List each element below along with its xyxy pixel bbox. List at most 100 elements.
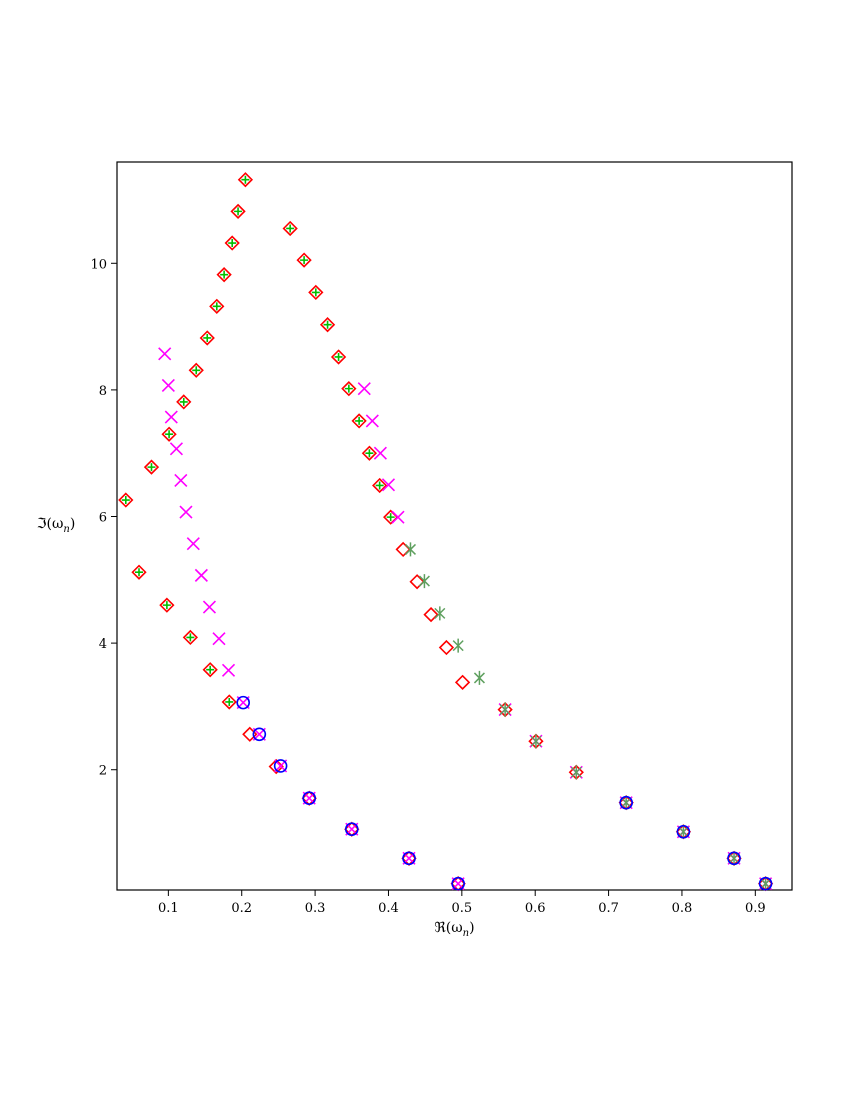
point-diamond: [330, 349, 347, 365]
series-circle: [236, 695, 773, 891]
point-cross: [357, 382, 371, 396]
x-axis-label-main: ℜ(ω: [434, 920, 462, 936]
point-diamond: [268, 758, 284, 775]
point-diamond: [224, 235, 240, 251]
point-cross: [194, 568, 208, 582]
point-star: [452, 638, 464, 653]
point-plus: [179, 397, 188, 406]
point-plus: [135, 568, 144, 577]
point-star: [677, 824, 689, 839]
y-axis-label-close: ): [70, 516, 75, 532]
x-tick-label: 0.3: [305, 901, 326, 916]
point-circle: [727, 851, 741, 866]
point-plus: [206, 665, 215, 674]
point-plus: [162, 601, 171, 610]
point-circle: [619, 795, 633, 810]
plot-frame: [116, 161, 793, 891]
point-diamond: [209, 298, 225, 314]
series-cross: [158, 347, 773, 891]
data-points: [118, 172, 774, 892]
point-diamond: [372, 477, 388, 494]
point-diamond: [341, 380, 357, 397]
point-diamond: [230, 203, 246, 220]
point-star: [760, 876, 772, 891]
point-cross: [161, 378, 175, 393]
point-plus: [147, 463, 156, 472]
point-circle: [302, 791, 317, 806]
x-tick-label: 0.8: [672, 901, 693, 916]
point-diamond: [454, 674, 471, 690]
point-diamond: [202, 662, 218, 678]
point-circle: [676, 824, 691, 839]
point-cross: [179, 505, 193, 519]
point-diamond: [188, 362, 204, 378]
x-axis-label: ℜ(ωn): [434, 920, 474, 939]
point-circle: [236, 695, 250, 710]
point-plus: [334, 352, 343, 361]
point-plus: [228, 239, 237, 248]
point-cross: [381, 478, 396, 492]
point-plus: [212, 302, 221, 311]
point-star: [620, 795, 632, 810]
point-diamond: [361, 445, 378, 461]
y-tick-label: 4: [99, 637, 107, 652]
point-diamond: [282, 220, 298, 237]
point-cross: [164, 410, 178, 424]
point-diamond: [161, 426, 177, 442]
point-plus: [286, 224, 295, 233]
x-tick-label: 0.6: [525, 901, 546, 916]
series-diamond: [118, 172, 774, 892]
point-diamond: [221, 694, 237, 710]
x-axis-label-close: ): [469, 920, 474, 936]
x-tick-label: 0.2: [231, 901, 252, 916]
x-tick-label: 0.1: [158, 901, 179, 916]
point-cross: [391, 510, 405, 524]
point-cross: [221, 663, 236, 677]
point-plus: [192, 366, 201, 375]
point-cross: [186, 537, 200, 551]
point-circle: [273, 759, 288, 773]
y-axis-label-sub: n: [63, 524, 69, 535]
point-diamond: [409, 574, 425, 590]
y-axis-label-main: ℑ(ω: [37, 516, 64, 532]
point-star: [404, 542, 417, 557]
point-diamond: [216, 267, 232, 283]
point-plus: [225, 697, 234, 706]
point-diamond: [237, 172, 254, 188]
point-circle: [402, 851, 416, 866]
x-axis-label-sub: n: [463, 928, 469, 939]
y-axis-label: ℑ(ωn): [37, 516, 76, 535]
point-plus: [375, 481, 384, 490]
y-tick-label: 8: [99, 384, 107, 399]
point-plus: [344, 384, 353, 393]
point-diamond: [296, 252, 312, 268]
point-plus: [311, 288, 320, 297]
point-plus: [220, 270, 229, 279]
point-cross: [158, 347, 172, 361]
point-cross: [373, 446, 387, 460]
point-circle: [252, 727, 267, 742]
point-plus: [323, 320, 332, 329]
y-tick-label: 6: [99, 511, 107, 526]
point-diamond: [351, 413, 367, 429]
x-tick-label: 0.9: [745, 901, 766, 916]
point-star: [499, 702, 511, 717]
point-cross: [174, 473, 188, 487]
point-cross: [202, 600, 217, 614]
point-plus: [121, 496, 130, 505]
series-star: [404, 542, 772, 891]
point-diamond: [395, 541, 411, 558]
point-diamond: [199, 330, 215, 346]
point-cross: [365, 414, 379, 428]
point-circle: [758, 876, 773, 891]
point-star: [570, 765, 582, 780]
y-axis-ticks: 2 4 6 8 10: [90, 257, 117, 779]
x-axis-ticks: 0.1 0.2 0.3 0.4 0.5 0.6 0.7 0.8 0.9: [158, 890, 766, 916]
point-diamond: [438, 639, 455, 656]
series-plus: [121, 175, 395, 706]
point-star: [473, 670, 485, 685]
point-cross: [212, 632, 226, 646]
x-tick-label: 0.5: [451, 901, 472, 916]
point-star: [530, 734, 542, 749]
